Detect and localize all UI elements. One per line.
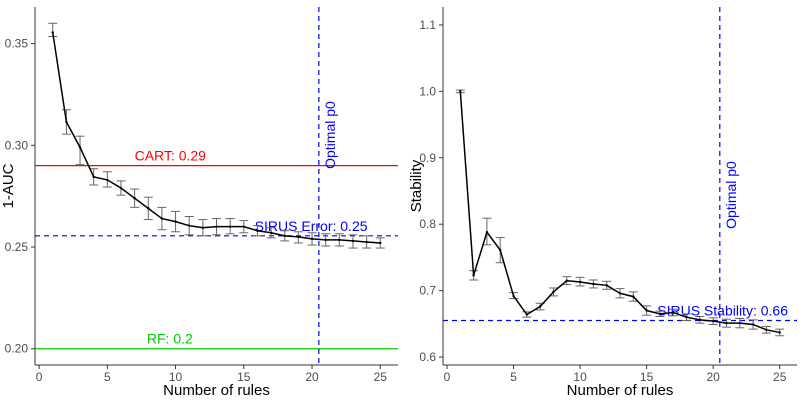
reference-line-label: RF: 0.2 [147, 331, 193, 347]
reference-line-label: SIRUS Error: 0.25 [255, 218, 368, 234]
data-point [201, 226, 205, 229]
y-axis-title: Stability [408, 159, 425, 212]
x-tick-label: 10 [169, 370, 183, 384]
data-point [269, 231, 273, 234]
data-point [472, 274, 475, 277]
data-point [499, 248, 502, 252]
y-tick-label: 0.20 [5, 342, 29, 356]
data-point [605, 284, 608, 287]
data-point [256, 229, 259, 232]
data-point [310, 237, 314, 241]
y-tick-label: 0.35 [5, 37, 29, 51]
x-tick-label: 0 [36, 370, 43, 384]
data-point [711, 319, 715, 323]
data-point [512, 294, 515, 298]
x-tick-label: 20 [305, 370, 319, 384]
data-point [133, 197, 136, 200]
data-point [160, 217, 164, 220]
data-point [685, 315, 688, 319]
data-point [92, 175, 95, 179]
data-point [552, 290, 555, 294]
stability-panel: 0.6 0.7 0.8 0.9 1.0 1.1 0 5 10 15 20 25 Number of ru… [408, 7, 797, 399]
data-point [778, 331, 781, 334]
data-point [379, 241, 382, 245]
data-point [283, 234, 286, 238]
data-point [658, 312, 662, 316]
data-point [698, 318, 702, 322]
x-tick-label: 25 [773, 370, 787, 384]
data-point [725, 321, 728, 325]
data-point [751, 323, 755, 326]
y-tick-label: 1.1 [419, 18, 436, 32]
data-point [147, 207, 150, 210]
data-point [174, 220, 177, 223]
data-point [51, 31, 54, 34]
optimal-p0-label: Optimal p0 [322, 101, 338, 169]
data-point [188, 224, 191, 227]
data-point [592, 282, 595, 286]
data-point [632, 295, 635, 298]
data-point [578, 280, 582, 284]
x-tick-label: 15 [640, 370, 654, 384]
data-point [485, 230, 489, 234]
x-tick-label: 10 [573, 370, 587, 384]
data-point [78, 146, 82, 149]
data-point [351, 239, 355, 243]
x-tick-label: 5 [510, 370, 517, 384]
y-tick-label: 0.9 [419, 151, 436, 165]
y-axis-title: 1-AUC [0, 163, 17, 208]
data-point [65, 120, 68, 124]
data-point [242, 225, 245, 228]
optimal-p0-label: Optimal p0 [723, 161, 739, 229]
data-point [738, 321, 741, 325]
x-tick-label: 25 [374, 370, 388, 384]
data-point [324, 238, 327, 242]
x-tick-label: 0 [444, 370, 451, 384]
x-axis-title: Number of rules [567, 382, 674, 399]
x-tick-label: 20 [706, 370, 720, 384]
y-tick-label: 0.7 [419, 284, 436, 298]
data-point [365, 240, 368, 244]
data-point [228, 225, 232, 228]
data-point [538, 305, 542, 308]
reference-line-label: SIRUS Stability: 0.66 [657, 302, 788, 318]
data-point [645, 309, 648, 312]
data-point [618, 292, 622, 295]
y-tick-label: 0.8 [419, 217, 436, 231]
data-point [459, 90, 462, 93]
data-point [119, 186, 123, 190]
reference-line-label: CART: 0.29 [135, 148, 207, 164]
data-point [525, 313, 529, 316]
data-point [338, 238, 341, 242]
x-tick-label: 5 [104, 370, 111, 384]
x-axis-title: Number of rules [163, 382, 270, 399]
data-point [565, 279, 568, 282]
data-point [672, 311, 675, 314]
y-tick-label: 0.6 [419, 350, 436, 364]
data-point [765, 328, 768, 331]
y-tick-label: 0.25 [5, 240, 29, 254]
data-point [106, 178, 109, 182]
error-panel: 0.20 0.25 0.30 0.35 0 5 10 15 20 25 Number of rule… [0, 7, 398, 399]
y-tick-label: 0.30 [5, 138, 29, 152]
data-point [215, 225, 218, 228]
y-tick-label: 1.0 [419, 84, 436, 98]
data-point [297, 235, 300, 239]
x-tick-label: 15 [237, 370, 251, 384]
